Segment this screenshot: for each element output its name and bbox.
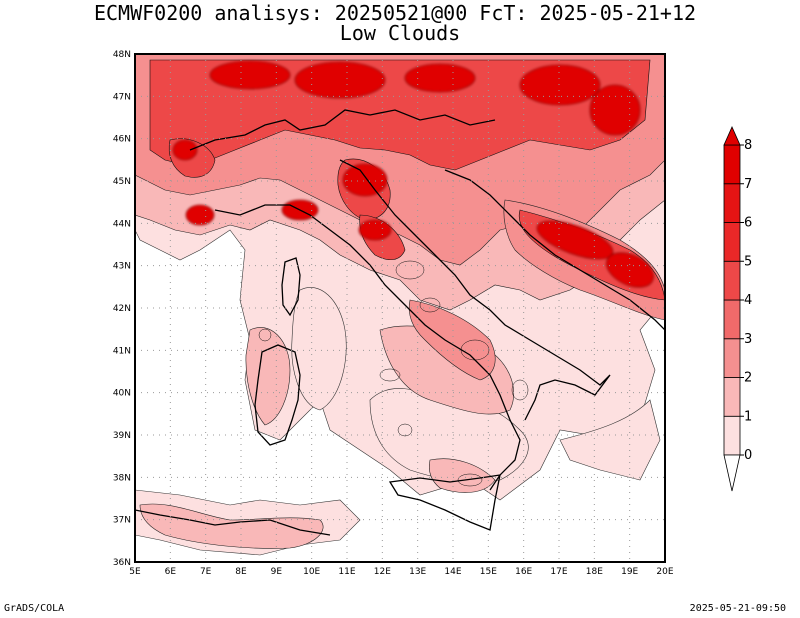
lon-tick-7E: 7E xyxy=(200,567,212,577)
colorbar-segment xyxy=(723,144,741,185)
colorbar-segment xyxy=(723,415,741,456)
lat-tick-47N: 47N xyxy=(113,92,131,102)
lat-tick-38N: 38N xyxy=(113,473,131,483)
lat-tick-36N: 36N xyxy=(113,558,131,568)
map-frame xyxy=(134,53,666,563)
coastlines xyxy=(135,109,665,536)
lon-tick-13E: 13E xyxy=(409,567,426,577)
colorbar-segment xyxy=(723,338,741,378)
colorbar-segment xyxy=(723,183,741,223)
grid-lines xyxy=(135,54,665,562)
lon-tick-19E: 19E xyxy=(621,567,638,577)
lon-tick-16E: 16E xyxy=(515,567,532,577)
lat-tick-46N: 46N xyxy=(113,135,131,145)
lon-tick-11E: 11E xyxy=(338,567,355,577)
colorbar: 0 1 2 3 4 5 6 7 8 xyxy=(723,126,752,492)
lon-tick-12E: 12E xyxy=(374,567,391,577)
colorbar-label-7: 7 xyxy=(744,177,752,192)
lon-tick-17E: 17E xyxy=(550,567,567,577)
lon-tick-10E: 10E xyxy=(303,567,320,577)
lat-tick-39N: 39N xyxy=(113,431,131,441)
lat-tick-43N: 43N xyxy=(113,262,131,272)
lat-tick-40N: 40N xyxy=(113,389,131,399)
lon-tick-6E: 6E xyxy=(165,567,177,577)
colorbar-label-0: 0 xyxy=(744,448,752,463)
colorbar-label-1: 1 xyxy=(744,409,752,424)
lat-tick-45N: 45N xyxy=(113,177,131,187)
colorbar-min-arrow xyxy=(723,454,741,492)
lon-tick-20E: 20E xyxy=(656,567,673,577)
chart-subtitle: Low Clouds xyxy=(339,21,461,45)
colorbar-label-2: 2 xyxy=(744,371,752,386)
lon-tick-9E: 9E xyxy=(271,567,283,577)
colorbar-segment xyxy=(723,299,741,340)
lon-tick-5E: 5E xyxy=(129,567,141,577)
colorbar-label-4: 4 xyxy=(744,293,752,308)
lon-tick-labels: 5E 6E 7E 8E 9E 10E 11E 12E 13E 14E 15E 16E 17E 18E 19E… xyxy=(129,567,674,577)
lat-tick-labels: 36N 37N 38N 39N 40N 41N 42N 43N 44N 45N 46N 47N 48N xyxy=(113,50,131,568)
chart-title: ECMWF0200 analisys: 20250521@00 FcT: 202… xyxy=(93,1,697,25)
lat-tick-41N: 41N xyxy=(113,346,131,356)
lon-tick-14E: 14E xyxy=(444,567,461,577)
colorbar-label-6: 6 xyxy=(744,216,752,231)
colorbar-segment xyxy=(723,377,741,417)
colorbar-label-5: 5 xyxy=(744,254,752,269)
lat-tick-44N: 44N xyxy=(113,219,131,229)
cloud-field xyxy=(135,54,665,562)
footer-timestamp: 2025-05-21-09:50 xyxy=(689,603,786,614)
lon-tick-15E: 15E xyxy=(480,567,497,577)
colorbar-max-arrow xyxy=(723,126,741,146)
colorbar-label-3: 3 xyxy=(744,332,752,347)
colorbar-segment xyxy=(723,222,741,262)
lat-tick-48N: 48N xyxy=(113,50,131,60)
lon-tick-18E: 18E xyxy=(586,567,603,577)
colorbar-segment xyxy=(723,260,741,301)
footer-credit: GrADS/COLA xyxy=(4,603,65,614)
lat-tick-37N: 37N xyxy=(113,516,131,526)
colorbar-label-8: 8 xyxy=(744,138,752,153)
lat-tick-42N: 42N xyxy=(113,304,131,314)
lon-tick-8E: 8E xyxy=(235,567,247,577)
